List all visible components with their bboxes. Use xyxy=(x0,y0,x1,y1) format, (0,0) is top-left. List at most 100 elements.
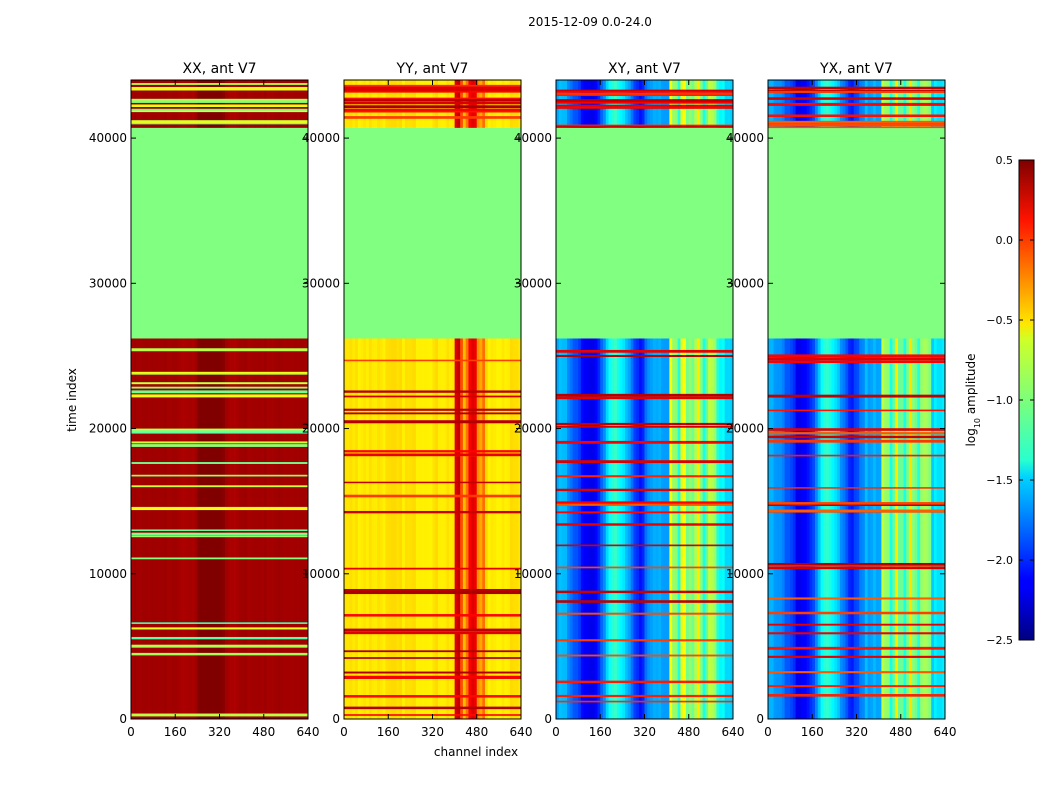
colorbar-tick-label: 0.5 xyxy=(996,154,1014,167)
heatmap-column xyxy=(815,338,819,719)
heatmap-column xyxy=(942,338,946,719)
heatmap-column xyxy=(158,80,162,128)
rfi-stripe xyxy=(131,535,308,538)
heatmap-column xyxy=(605,80,609,128)
rfi-stripe xyxy=(344,98,521,102)
heatmap-column xyxy=(219,80,223,128)
heatmap-column xyxy=(164,80,168,128)
heatmap-column xyxy=(837,338,841,719)
heatmap-column xyxy=(558,80,562,128)
heatmap-column xyxy=(490,338,494,719)
x-tick-label: 0 xyxy=(764,725,772,739)
x-tick-label: 0 xyxy=(127,725,135,739)
rfi-stripe xyxy=(131,444,308,447)
heatmap-column xyxy=(600,338,604,719)
heatmap-column xyxy=(183,338,187,719)
rfi-stripe xyxy=(131,428,308,432)
rfi-stripe xyxy=(344,420,521,424)
heatmap-column xyxy=(258,80,262,128)
heatmap-column xyxy=(147,80,151,128)
rfi-stripe xyxy=(768,567,945,570)
heatmap-column xyxy=(650,338,654,719)
heatmap-column xyxy=(719,338,723,719)
heatmap-column xyxy=(655,338,659,719)
panel-xy: XY, ant V7 0 160 320 480 640 0 10000 20000 30000 4… xyxy=(514,61,745,739)
rfi-stripe xyxy=(131,390,308,394)
heatmap-column xyxy=(614,338,618,719)
heatmap-column xyxy=(627,338,632,719)
heatmap-column xyxy=(449,338,453,719)
heatmap-column xyxy=(705,80,709,128)
rfi-stripe xyxy=(344,110,521,113)
heatmap-column xyxy=(790,338,794,719)
heatmap-column xyxy=(241,80,245,128)
heatmap-column xyxy=(688,80,692,128)
rfi-stripe xyxy=(344,453,521,457)
heatmap-column xyxy=(889,338,893,719)
heatmap-column xyxy=(770,338,774,719)
heatmap-column xyxy=(291,80,295,128)
heatmap-column xyxy=(299,338,303,719)
heatmap-column xyxy=(710,338,715,719)
rfi-stripe xyxy=(768,564,945,567)
rfi-stripe xyxy=(344,628,521,632)
heatmap-column xyxy=(641,338,645,719)
panel-xx: XX, ant V7 0 160 320 480 640 0 10000 20000 30000 4… xyxy=(89,61,320,739)
y-tick-label: 20000 xyxy=(514,422,552,436)
heatmap-column xyxy=(252,80,256,128)
heatmap-column xyxy=(578,80,582,128)
heatmap-column xyxy=(721,338,726,719)
x-tick-label: 640 xyxy=(297,725,320,739)
heatmap-column xyxy=(155,338,160,719)
heatmap-column xyxy=(556,80,560,128)
heatmap-column xyxy=(605,338,609,719)
heatmap-column xyxy=(594,80,598,128)
heatmap-column xyxy=(903,338,907,719)
heatmap-column xyxy=(507,338,511,719)
rfi-stripe xyxy=(344,390,521,393)
heatmap-column xyxy=(189,338,193,719)
heatmap-column xyxy=(713,80,717,128)
heatmap-column xyxy=(724,338,728,719)
heatmap-column xyxy=(781,338,785,719)
figure-suptitle: 2015-12-09 0.0-24.0 xyxy=(528,15,652,29)
x-tick-label: 160 xyxy=(164,725,187,739)
heatmap-column xyxy=(451,338,456,719)
rfi-stripe xyxy=(131,98,308,102)
rfi-stripe xyxy=(768,435,945,439)
heatmap-column xyxy=(399,338,403,719)
y-tick-label: 40000 xyxy=(89,131,127,145)
heatmap-column xyxy=(421,338,425,719)
rfi-stripe xyxy=(556,440,733,444)
heatmap-column xyxy=(476,338,480,719)
rfi-stripe xyxy=(556,106,733,109)
rfi-stripe xyxy=(131,644,308,648)
heatmap-column xyxy=(202,338,207,719)
heatmap-column xyxy=(296,80,301,128)
y-tick-label: 20000 xyxy=(726,422,764,436)
heatmap-column xyxy=(936,338,940,719)
rfi-stripe xyxy=(768,409,945,412)
heatmap-column xyxy=(683,80,687,128)
heatmap-column xyxy=(371,338,375,719)
heatmap-column xyxy=(600,80,604,128)
heatmap-column xyxy=(355,338,359,719)
rfi-stripe xyxy=(344,88,521,91)
rfi-stripe xyxy=(344,84,521,88)
heatmap-column xyxy=(396,338,400,719)
rfi-stripe xyxy=(344,706,521,710)
heatmap-image xyxy=(344,80,522,719)
heatmap-column xyxy=(564,338,568,719)
heatmap-column xyxy=(205,338,209,719)
y-tick-label: 30000 xyxy=(302,276,340,290)
heatmap-column xyxy=(202,80,207,128)
rfi-stripe xyxy=(131,474,308,477)
heatmap-column xyxy=(131,338,135,719)
heatmap-column xyxy=(878,338,882,719)
heatmap-column xyxy=(619,338,623,719)
heatmap-column xyxy=(569,338,573,719)
heatmap-column xyxy=(636,80,640,128)
heatmap-column xyxy=(200,80,204,128)
heatmap-column xyxy=(194,80,198,128)
heatmap-column xyxy=(911,338,915,719)
